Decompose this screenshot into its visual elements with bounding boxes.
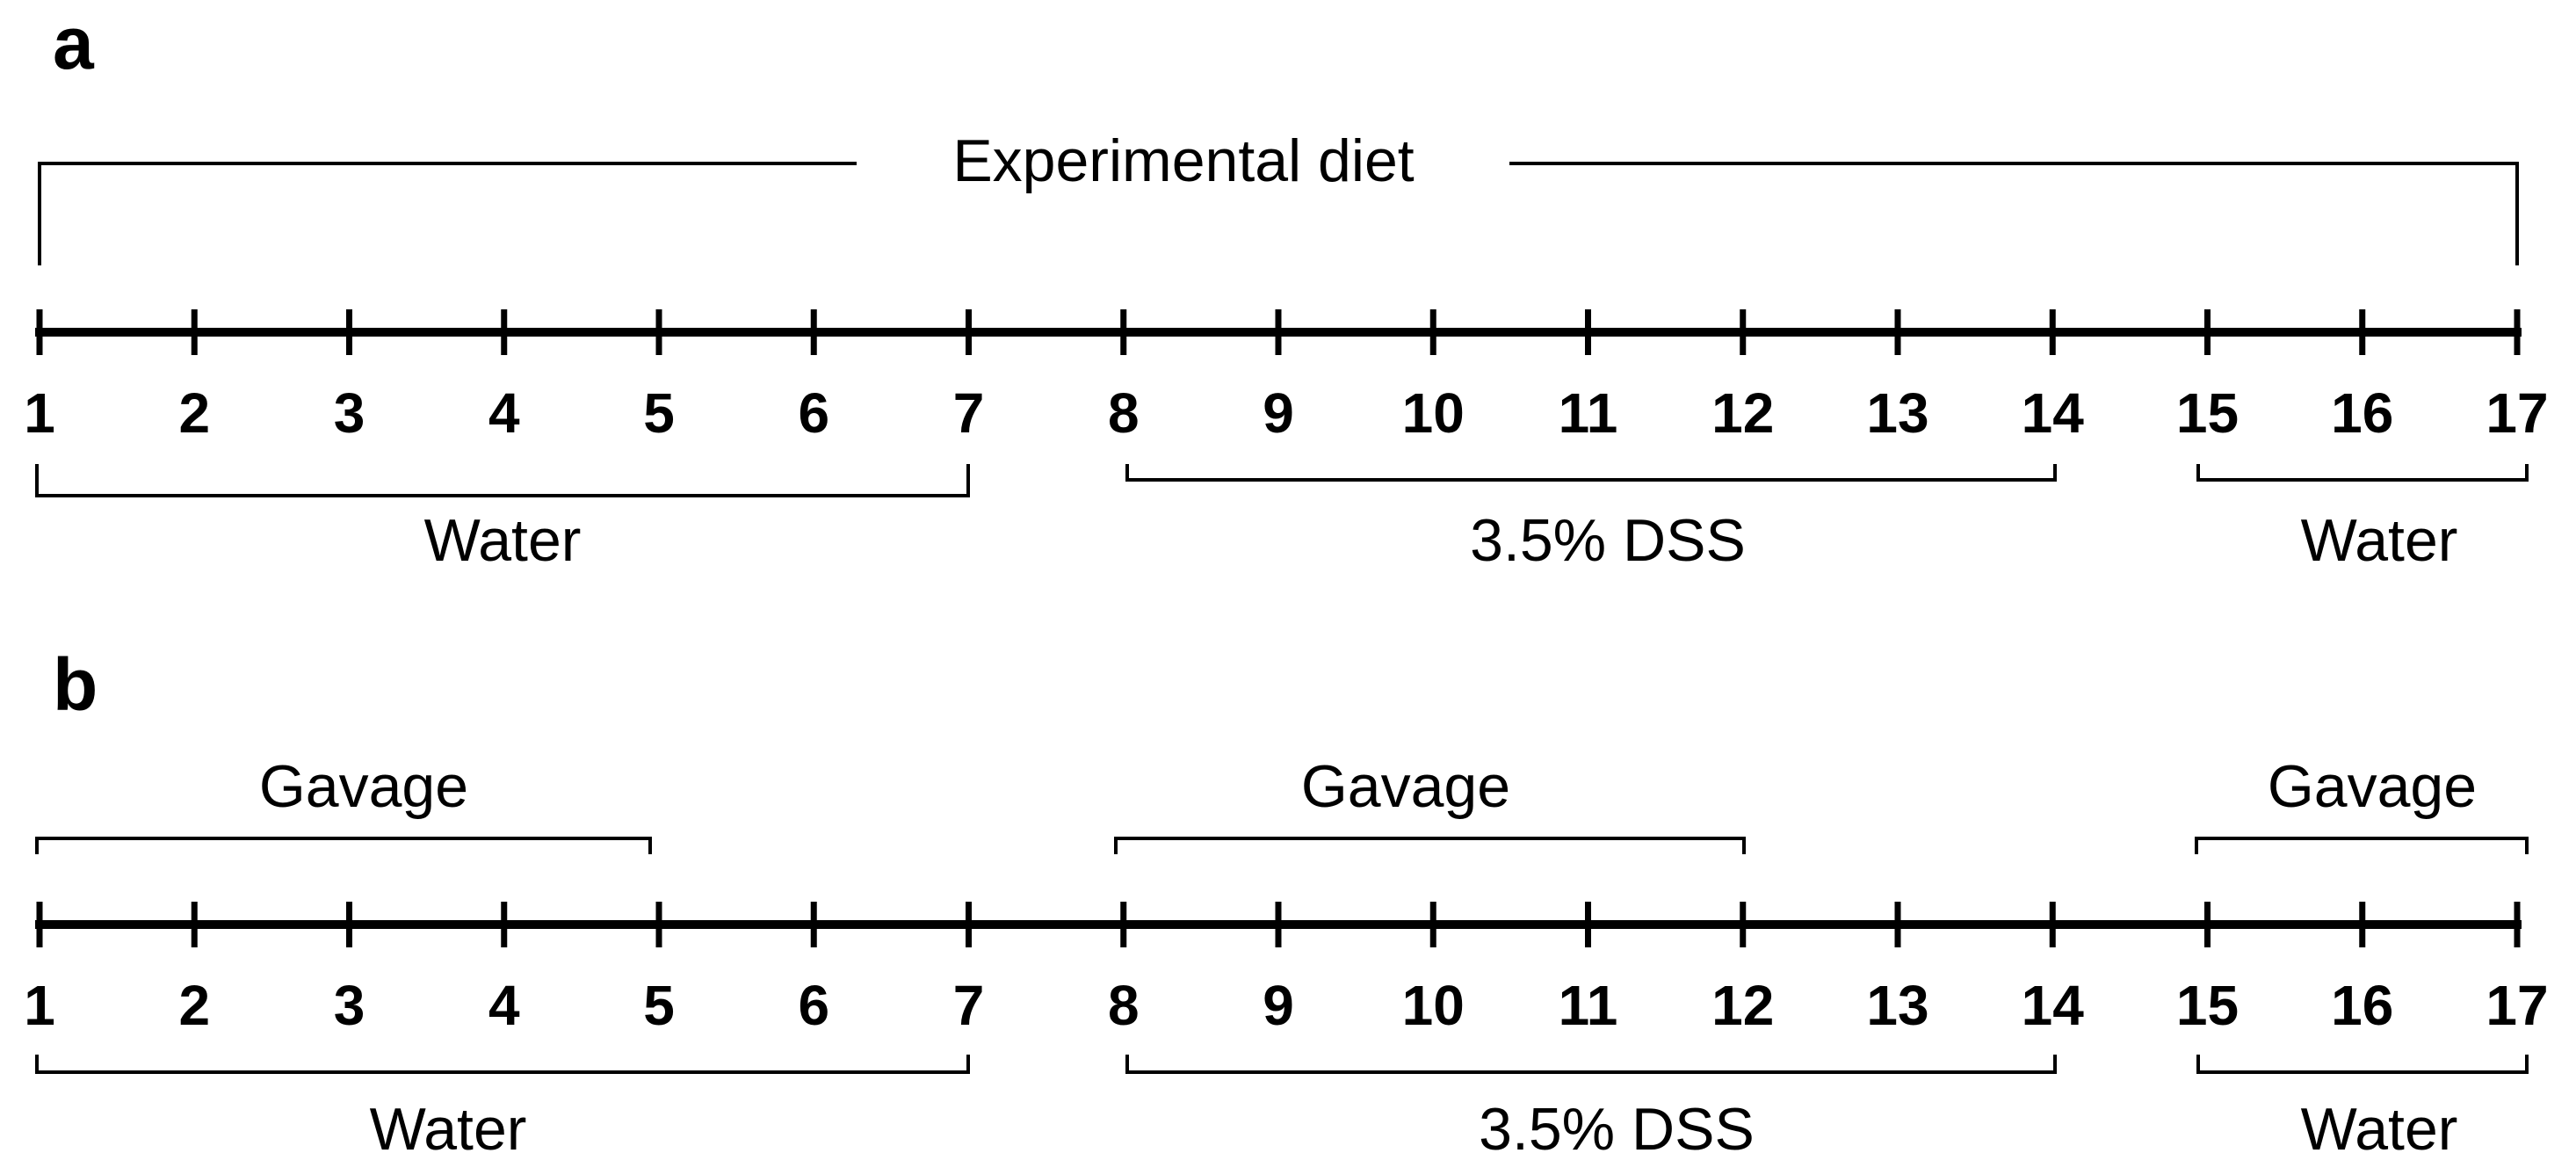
day-label-5: 5 — [643, 974, 675, 1037]
day-label-17: 17 — [2486, 974, 2548, 1037]
day-label-10: 10 — [1402, 381, 1465, 445]
gavage-phase-b3: Gavage — [2195, 753, 2529, 854]
gavage-phase-b2: Gavage — [1114, 753, 1746, 854]
dss-label-a: 3.5% DSS — [1470, 507, 1746, 574]
dss-phase-a: 3.5% DSS — [1125, 464, 2057, 574]
experimental-diet-bracket-left — [38, 162, 857, 265]
day-label-11: 11 — [1559, 381, 1618, 445]
day-label-14: 14 — [2022, 381, 2085, 445]
water-bracket-a2 — [2196, 464, 2529, 482]
water-phase-a1: Water — [35, 464, 970, 574]
panel-b-label: b — [53, 643, 98, 726]
experimental-diet-bracket-right — [1509, 162, 2519, 265]
day-label-14: 14 — [2022, 974, 2085, 1037]
panel-a-label: a — [53, 2, 95, 84]
day-label-16: 16 — [2331, 381, 2393, 445]
day-label-17: 17 — [2486, 381, 2548, 445]
day-label-15: 15 — [2176, 381, 2239, 445]
day-label-9: 9 — [1263, 974, 1294, 1037]
panel-b: b Gavage Gavage Gavage 1 2 3 4 5 6 7 8 9 10 11 12 13… — [24, 643, 2548, 1163]
water-phase-a2: Water — [2196, 464, 2529, 574]
day-label-2: 2 — [178, 974, 210, 1037]
day-label-1: 1 — [24, 381, 55, 445]
day-label-3: 3 — [334, 381, 365, 445]
day-label-1: 1 — [24, 974, 55, 1037]
day-label-4: 4 — [488, 974, 520, 1037]
day-label-15: 15 — [2176, 974, 2239, 1037]
day-label-7: 7 — [953, 974, 985, 1037]
day-label-4: 4 — [488, 381, 520, 445]
dss-phase-b: 3.5% DSS — [1125, 1055, 2057, 1163]
experimental-diet-bracket: Experimental diet — [38, 127, 2519, 265]
gavage-label-b2: Gavage — [1301, 753, 1510, 820]
day-label-6: 6 — [798, 974, 829, 1037]
day-label-13: 13 — [1866, 381, 1928, 445]
dss-bracket-b — [1125, 1055, 2057, 1074]
water-label-a1: Water — [424, 507, 582, 574]
ticks-b — [36, 902, 2521, 947]
dss-label-b: 3.5% DSS — [1479, 1096, 1755, 1163]
day-label-12: 12 — [1711, 974, 1774, 1037]
timeline-axis-a: 1 2 3 4 5 6 7 8 9 10 11 12 13 14 15 16 17 — [24, 309, 2549, 445]
panel-a: a Experimental diet 1 2 3 4 5 6 7 8 9 10 11 12 13 14 1… — [24, 2, 2548, 574]
water-label-b1: Water — [370, 1096, 527, 1163]
ticks-a — [36, 309, 2521, 355]
water-label-b2: Water — [2301, 1096, 2458, 1163]
gavage-label-b1: Gavage — [259, 753, 468, 820]
day-label-8: 8 — [1108, 974, 1140, 1037]
timeline-axis-b: 1 2 3 4 5 6 7 8 9 10 11 12 13 14 15 16 17 — [24, 902, 2549, 1037]
water-phase-b2: Water — [2196, 1055, 2529, 1163]
water-bracket-b2 — [2196, 1055, 2529, 1074]
water-phase-b1: Water — [35, 1055, 970, 1163]
water-bracket-b1 — [35, 1055, 970, 1074]
gavage-phase-b1: Gavage — [35, 753, 652, 854]
day-label-13: 13 — [1866, 974, 1928, 1037]
day-numbers-a: 1 2 3 4 5 6 7 8 9 10 11 12 13 14 15 16 17 — [24, 381, 2548, 445]
day-label-6: 6 — [798, 381, 829, 445]
day-label-2: 2 — [178, 381, 210, 445]
day-label-9: 9 — [1263, 381, 1294, 445]
dss-bracket-a — [1125, 464, 2057, 482]
water-bracket-a1 — [35, 464, 970, 497]
day-label-5: 5 — [643, 381, 675, 445]
day-label-10: 10 — [1402, 974, 1465, 1037]
water-label-a2: Water — [2301, 507, 2458, 574]
day-label-3: 3 — [334, 974, 365, 1037]
day-label-7: 7 — [953, 381, 985, 445]
gavage-bracket-b3 — [2195, 837, 2529, 854]
day-label-16: 16 — [2331, 974, 2393, 1037]
day-label-11: 11 — [1559, 974, 1618, 1037]
day-numbers-b: 1 2 3 4 5 6 7 8 9 10 11 12 13 14 15 16 17 — [24, 974, 2548, 1037]
day-label-8: 8 — [1108, 381, 1140, 445]
gavage-bracket-b1 — [35, 837, 652, 854]
gavage-label-b3: Gavage — [2268, 753, 2477, 820]
gavage-bracket-b2 — [1114, 837, 1746, 854]
experimental-diet-label: Experimental diet — [952, 127, 1414, 194]
day-label-12: 12 — [1711, 381, 1774, 445]
